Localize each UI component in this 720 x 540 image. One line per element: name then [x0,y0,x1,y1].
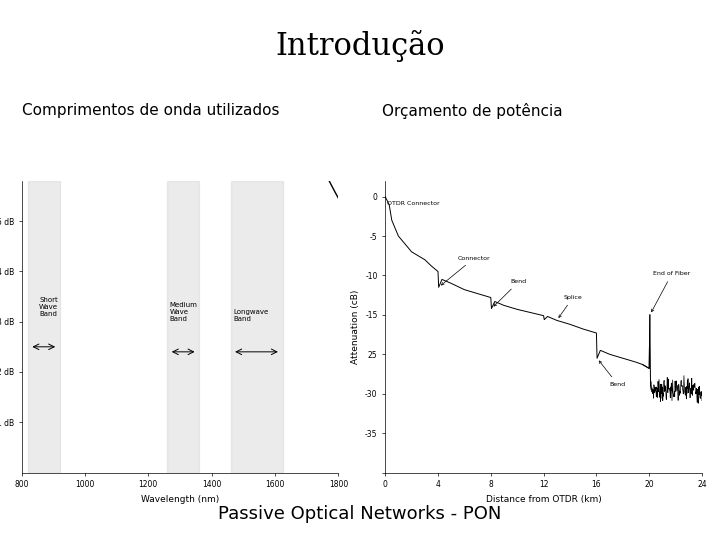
X-axis label: Wavelength (nm): Wavelength (nm) [141,495,219,504]
Text: Introdução: Introdução [275,30,445,62]
Y-axis label: Attenuation (cB): Attenuation (cB) [351,289,359,364]
Text: Medium
Wave
Band: Medium Wave Band [170,302,198,322]
Bar [28,181,60,472]
Text: End of Fiber: End of Fiber [652,272,690,312]
Text: Splice: Splice [559,295,582,318]
Text: OTDR Connector: OTDR Connector [387,200,440,206]
Text: Short
Wave
Band: Short Wave Band [39,296,58,316]
Text: Longwave
Band: Longwave Band [233,309,269,322]
Text: Orçamento de potência: Orçamento de potência [382,103,562,119]
Text: Passive Optical Networks - PON: Passive Optical Networks - PON [218,505,502,523]
Bar [167,181,199,472]
X-axis label: Distance from OTDR (km): Distance from OTDR (km) [486,495,601,504]
Text: Connector: Connector [441,256,490,285]
Text: Bend: Bend [494,279,527,306]
Bar [230,181,283,472]
Text: Bend: Bend [599,361,626,387]
Text: Comprimentos de onda utilizados: Comprimentos de onda utilizados [22,103,279,118]
